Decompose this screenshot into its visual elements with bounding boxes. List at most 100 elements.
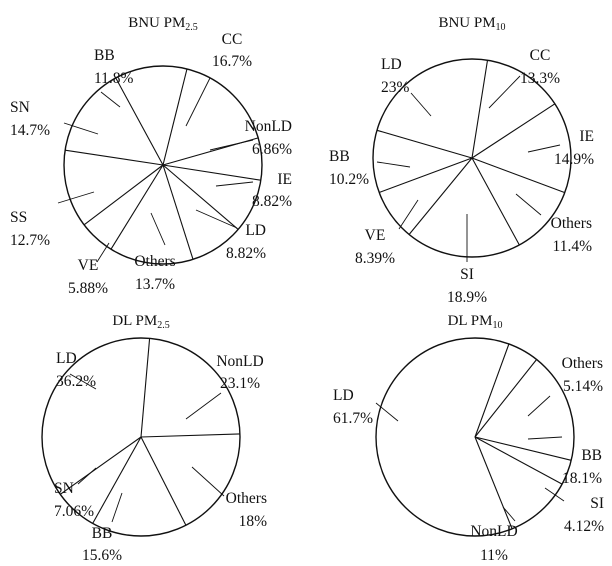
slice-leader-sn (63, 122, 99, 135)
slice-boundary-cc (162, 68, 188, 166)
slice-value-others: 13.7% (135, 276, 175, 293)
slice-leader-bb (100, 91, 121, 108)
slice-value-ld: 8.82% (226, 245, 266, 262)
slice-leader-ld (375, 402, 399, 422)
slice-boundary-bb (115, 77, 164, 166)
pie-title-subscript: 2.5 (157, 320, 170, 331)
slice-leader-others (150, 212, 166, 246)
slice-label-sn: SN (10, 99, 30, 116)
slice-value-ie: 8.82% (252, 193, 292, 210)
slice-value-nonld: 23.1% (220, 375, 260, 392)
slice-label-ve: VE (78, 257, 99, 274)
pie-chart-2: BNU PM10 CC 13.3% IE 14.9% Others 11.4% SI 18.9%… (329, 15, 594, 306)
pie-title: DL PM2.5 (112, 313, 169, 331)
slice-value-cc: 16.7% (212, 53, 252, 70)
slice-value-nonld: 11% (480, 547, 508, 564)
slice-boundary-others (474, 343, 510, 438)
slice-value-cc: 13.3% (520, 70, 560, 87)
pie-title-main: BNU PM (438, 15, 495, 31)
slice-label-ve: VE (365, 227, 386, 244)
slice-label-others: Others (134, 253, 175, 270)
slice-value-si: 18.9% (447, 289, 487, 306)
pie-chart-1: BNU PM2.5 CC 16.7% NonLD 6.86% IE 8.82% LD 8.82%… (10, 15, 292, 297)
slice-boundary-ld (474, 436, 513, 530)
slice-value-others: 11.4% (553, 238, 593, 255)
slice-leader-cc (185, 77, 211, 127)
slice-leader-ld (195, 209, 238, 229)
slice-value-ss: 12.7% (10, 232, 50, 249)
slice-boundary-sn (65, 149, 164, 166)
slice-leader-ld (69, 373, 97, 390)
slice-value-others: 5.14% (563, 378, 603, 395)
slice-leader-nonld (209, 139, 254, 151)
slice-leader-nonld (185, 392, 222, 420)
slice-value-nonld: 6.86% (252, 141, 292, 158)
slice-value-sn: 14.7% (10, 122, 50, 139)
slice-value-ve: 8.39% (355, 250, 395, 267)
slice-leader-cc (488, 75, 521, 109)
slice-boundary-ld (376, 129, 473, 159)
slice-value-si: 4.12% (564, 518, 604, 535)
slice-label-bb: BB (581, 447, 602, 464)
pie-title-main: BNU PM (128, 15, 185, 31)
slice-label-nonld: NonLD (216, 353, 263, 370)
slice-boundary-ld (59, 436, 142, 495)
slice-leader-others (515, 193, 542, 216)
slice-label-others: Others (562, 355, 603, 372)
slice-boundary-cc (471, 60, 489, 159)
slice-leader-nonld (502, 506, 516, 522)
slice-boundary-ld (162, 164, 239, 230)
slice-leader-bb (376, 161, 411, 168)
slice-value-ld: 23% (381, 79, 410, 96)
pie-title: BNU PM2.5 (128, 15, 198, 33)
slice-label-bb: BB (329, 148, 350, 165)
slice-boundary-others (471, 157, 565, 194)
pie-title-subscript: 2.5 (185, 22, 198, 33)
slice-leader-si (544, 487, 565, 502)
slice-value-bb: 11.8% (94, 70, 134, 87)
pie-title-subscript: 10 (492, 320, 502, 331)
slice-boundary-ve (408, 157, 473, 235)
slice-label-ld: LD (333, 387, 354, 404)
slice-value-bb: 15.6% (82, 547, 122, 564)
slice-boundary-ie (162, 164, 261, 181)
pie-chart-4: DL PM10 Others 5.14% BB 18.1% SI 4.12% NonLD 11%… (333, 313, 604, 564)
slice-label-bb: BB (92, 525, 113, 542)
pie-title-main: DL PM (112, 313, 157, 329)
slice-label-nonld: NonLD (470, 523, 517, 540)
slice-label-bb: BB (94, 47, 115, 64)
slice-value-ld: 61.7% (333, 410, 373, 427)
slice-value-bb: 10.2% (329, 171, 369, 188)
slice-boundary-others (140, 433, 241, 438)
slice-boundary-ve (110, 164, 164, 250)
slice-leader-ie (215, 181, 254, 187)
slice-label-ld: LD (245, 222, 266, 239)
slice-leader-ie (527, 144, 561, 153)
slice-boundary-si (471, 157, 520, 246)
slice-leader-ve (398, 199, 419, 230)
slice-label-ss: SS (10, 209, 27, 226)
slice-leader-bb (111, 492, 123, 523)
slice-leader-ld (410, 92, 432, 117)
slice-label-ld: LD (56, 350, 77, 367)
slice-boundary-bb (379, 157, 473, 194)
slice-value-ld: 36.2% (56, 373, 96, 390)
slice-leader-bb (527, 436, 563, 440)
slice-leader-ve (96, 242, 110, 263)
slice-boundary-ie (471, 103, 556, 159)
slice-value-ve: 5.88% (68, 280, 108, 297)
slice-value-ie: 14.9% (554, 151, 594, 168)
slice-boundary-others (162, 164, 194, 260)
slice-label-si: SI (460, 266, 474, 283)
slice-leader-ss (57, 191, 95, 204)
slice-value-sn: 7.06% (54, 503, 94, 520)
slice-value-others: 18% (239, 513, 268, 530)
slice-label-others: Others (226, 490, 267, 507)
slice-label-sn: SN (54, 480, 74, 497)
pie-title-main: DL PM (448, 313, 493, 329)
slice-label-cc: CC (530, 47, 551, 64)
slice-label-si: SI (590, 495, 604, 512)
pie-title: BNU PM10 (438, 15, 505, 33)
slice-label-ld: LD (381, 56, 402, 73)
slice-boundary-nonld (474, 436, 563, 485)
